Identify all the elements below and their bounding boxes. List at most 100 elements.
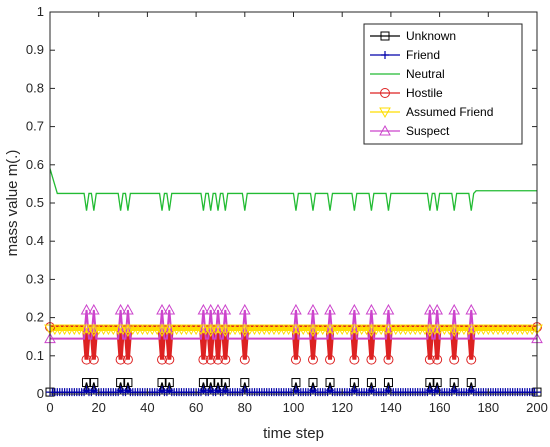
y-tick-label: 1 — [37, 4, 44, 19]
y-tick-label: 0.4 — [26, 233, 44, 248]
data-point — [302, 324, 314, 336]
data-point — [80, 303, 93, 315]
data-point — [204, 303, 217, 315]
data-point — [151, 324, 163, 336]
data-point — [466, 354, 477, 365]
data-point — [87, 326, 100, 337]
ticks-layer: 0 20 40 60 80 100 120 140 160 180 200 0 0.1 0.2 0.3 0.4… — [26, 4, 548, 415]
data-point — [238, 303, 251, 315]
data-point — [348, 303, 361, 315]
data-point — [197, 303, 210, 315]
data-point — [432, 354, 443, 365]
data-point — [87, 303, 100, 315]
data-point — [424, 354, 435, 365]
y-tick-label: 0.2 — [26, 310, 44, 325]
data-point — [114, 303, 127, 315]
data-point — [214, 324, 227, 336]
y-tick-label: 0.5 — [26, 195, 44, 210]
data-point — [163, 303, 176, 315]
data-point — [424, 326, 436, 337]
data-point — [234, 324, 246, 336]
data-point — [115, 354, 126, 365]
x-tick-label: 140 — [380, 400, 402, 415]
data-point — [307, 326, 319, 337]
data-point — [157, 354, 168, 365]
y-tick-label: 0.3 — [26, 271, 44, 286]
y-tick-label: 0.7 — [26, 119, 44, 134]
data-point — [122, 303, 134, 315]
y-tick-label: 0.6 — [26, 157, 44, 172]
legend-label: Suspect — [406, 124, 450, 138]
data-point — [307, 303, 319, 315]
legend-marker — [381, 51, 389, 59]
legend-label: Neutral — [406, 67, 445, 81]
data-point — [156, 303, 168, 315]
series-markers-hostile — [45, 322, 542, 365]
data-point — [83, 324, 95, 336]
data-point — [325, 354, 336, 365]
series-line-neutral — [49, 168, 537, 211]
data-point — [220, 354, 231, 365]
data-point — [443, 324, 456, 336]
legend-marker — [380, 31, 390, 41]
y-tick-label: 0.1 — [26, 348, 44, 363]
legend-marker — [380, 88, 390, 98]
x-tick-label: 200 — [526, 400, 548, 415]
data-point — [424, 303, 436, 315]
data-point — [219, 303, 232, 315]
data-point — [360, 324, 373, 336]
data-point — [199, 324, 212, 336]
legend: Unknown Friend Neutral Hostile Assumed Frien… — [363, 23, 523, 145]
x-tick-label: 0 — [46, 400, 53, 415]
legend-marker — [379, 124, 391, 136]
data-point — [238, 326, 251, 337]
x-axis-label: time step — [263, 425, 324, 442]
data-point — [419, 324, 431, 336]
data-point — [122, 354, 133, 365]
x-tick-label: 180 — [477, 400, 499, 415]
legend-label: Friend — [406, 48, 440, 62]
data-point — [383, 354, 394, 365]
legend-box — [363, 23, 523, 145]
data-point — [366, 354, 377, 365]
data-point — [448, 326, 461, 337]
x-tick-label: 160 — [429, 400, 451, 415]
legend-label: Hostile — [406, 86, 443, 100]
series-markers-assumed-friend — [44, 324, 543, 337]
y-axis-label: mass value m(.) — [4, 150, 21, 257]
data-point — [465, 303, 478, 315]
x-tick-label: 120 — [331, 400, 353, 415]
data-point — [307, 354, 318, 365]
data-point — [324, 303, 336, 315]
legend-marker — [379, 107, 391, 119]
data-point — [88, 354, 99, 365]
data-point — [448, 303, 461, 315]
data-point — [204, 326, 217, 337]
x-tick-label: 40 — [140, 400, 154, 415]
data-point — [382, 303, 395, 315]
y-tick-label: 0.9 — [26, 42, 44, 57]
data-layer — [44, 168, 543, 397]
legend-label: Assumed Friend — [406, 105, 493, 119]
data-point — [365, 326, 378, 337]
data-point — [122, 326, 134, 337]
data-point — [205, 354, 216, 365]
data-point — [81, 354, 92, 365]
x-tick-label: 20 — [91, 400, 105, 415]
data-point — [349, 354, 360, 365]
y-tick-label: 0.8 — [26, 80, 44, 95]
y-tick-label: 0 — [37, 386, 44, 401]
x-tick-label: 80 — [238, 400, 252, 415]
data-point — [164, 354, 175, 365]
x-tick-label: 100 — [283, 400, 305, 415]
series-markers-friend — [46, 386, 541, 397]
data-point — [212, 303, 224, 315]
data-point — [213, 354, 224, 365]
data-point — [198, 354, 209, 365]
data-point — [117, 324, 129, 336]
data-point — [449, 354, 460, 365]
data-point — [365, 303, 378, 315]
legend-label: Unknown — [406, 29, 456, 43]
data-point — [290, 354, 301, 365]
